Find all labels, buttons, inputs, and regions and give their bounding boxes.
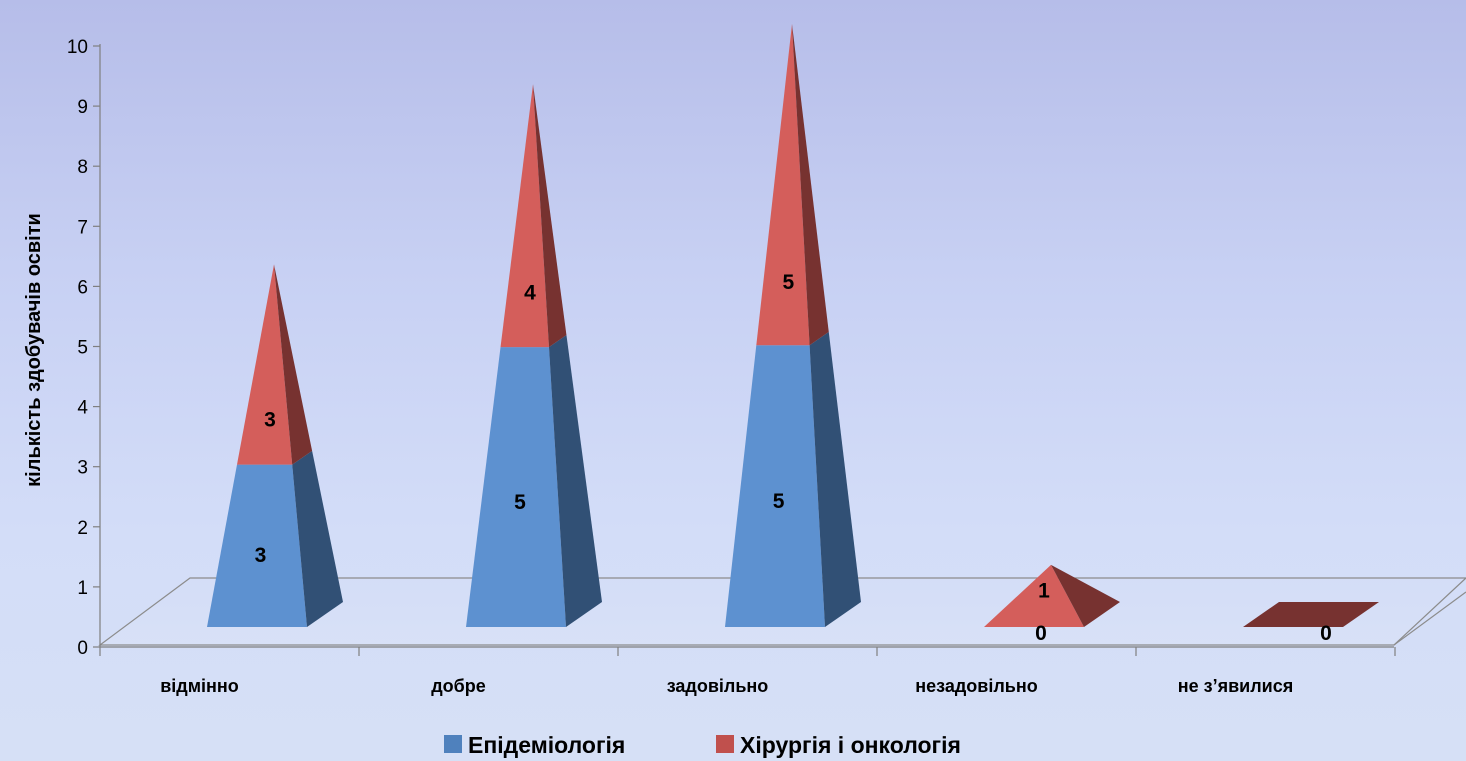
bar-segment-series-2-front bbox=[237, 264, 293, 465]
legend-label: Епідеміологія bbox=[468, 732, 625, 758]
bar-segment-series-1-side bbox=[809, 331, 861, 627]
data-label-series-1: 5 bbox=[514, 491, 526, 514]
bar-segment-series-1-front bbox=[466, 347, 566, 627]
y-tick-label: 9 bbox=[77, 97, 88, 118]
bar-group bbox=[725, 24, 861, 627]
data-label-series-2: 5 bbox=[782, 271, 794, 294]
bar-segment-series-2-front bbox=[984, 564, 1084, 627]
y-tick-label: 3 bbox=[77, 458, 88, 479]
bar-segment-series-1-front bbox=[207, 464, 307, 627]
y-tick-label: 6 bbox=[77, 277, 88, 298]
y-axis: 0 1 2 3 4 5 6 7 8 9 10 bbox=[67, 37, 101, 659]
bar-group bbox=[466, 84, 602, 627]
bar-segment-series-2-side bbox=[533, 84, 567, 348]
x-tick-label: не з’явилися bbox=[1178, 676, 1293, 696]
legend-item-series-2: Хірургія і онкологія bbox=[716, 732, 961, 758]
bar-segment-series-1-side bbox=[292, 450, 343, 627]
legend: Епідеміологія Хірургія і онкологія bbox=[444, 732, 961, 758]
floor-right-edge bbox=[1393, 591, 1466, 646]
data-label-series-1: 0 bbox=[1035, 622, 1047, 645]
x-tick-label: добре bbox=[431, 676, 486, 696]
bar-segment-series-1-front bbox=[725, 345, 825, 627]
x-tick-label: незадовільно bbox=[915, 676, 1037, 696]
data-label-series-2: 3 bbox=[264, 409, 276, 432]
y-tick-label: 8 bbox=[77, 157, 88, 178]
bar-segment-series-1-side bbox=[548, 335, 602, 627]
y-tick-label: 10 bbox=[67, 37, 88, 58]
legend-swatch bbox=[716, 735, 734, 753]
bar-zero-plate bbox=[1243, 602, 1379, 627]
x-axis: відмінно добре задовільно незадовільно не з’… bbox=[99, 646, 1396, 696]
y-tick-label: 4 bbox=[77, 398, 88, 419]
legend-item-series-1: Епідеміологія bbox=[444, 732, 625, 758]
bar-group bbox=[984, 564, 1120, 627]
bars bbox=[207, 24, 1379, 627]
bar-group bbox=[1243, 602, 1379, 627]
bar-segment-series-2-side bbox=[274, 264, 313, 465]
legend-label: Хірургія і онкологія bbox=[740, 732, 961, 758]
data-label-series-2: 1 bbox=[1038, 579, 1050, 602]
y-tick-label: 1 bbox=[77, 578, 88, 599]
y-tick-label: 5 bbox=[77, 338, 88, 359]
y-tick-label: 2 bbox=[77, 518, 88, 539]
x-tick-label: відмінно bbox=[160, 676, 239, 696]
bar-group bbox=[207, 264, 343, 627]
y-tick-label: 7 bbox=[77, 217, 88, 238]
data-label-series-1: 3 bbox=[255, 544, 267, 567]
data-labels: 3 3 5 4 5 5 0 1 0 bbox=[255, 271, 1332, 645]
bar-segment-series-2-front bbox=[756, 24, 810, 346]
data-label-series-2: 4 bbox=[524, 282, 536, 305]
x-tick-label: задовільно bbox=[667, 676, 769, 696]
data-label-series-1: 5 bbox=[773, 490, 785, 513]
bar-segment-series-2-front bbox=[500, 84, 549, 348]
bar-segment-series-2-side bbox=[792, 24, 829, 346]
y-axis-title: кількість здобувачів освіти bbox=[23, 213, 45, 487]
bar-segment-series-2-side bbox=[1051, 564, 1120, 627]
data-label-zero: 0 bbox=[1320, 622, 1332, 645]
legend-swatch bbox=[444, 735, 462, 753]
y-tick-label: 0 bbox=[77, 638, 88, 659]
